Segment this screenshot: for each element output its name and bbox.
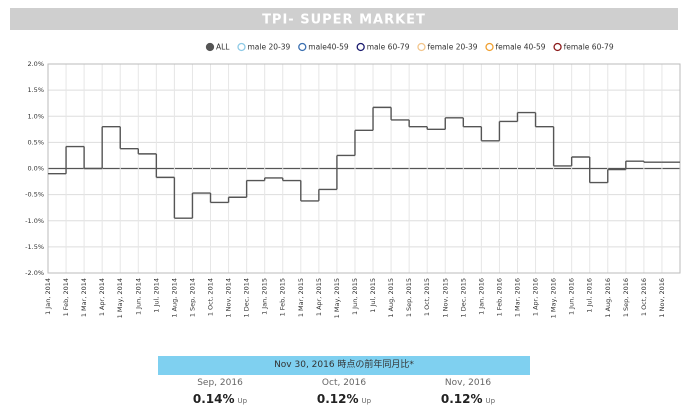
y-tick-label: -1.0%: [25, 217, 44, 225]
legend-marker: [417, 42, 426, 52]
x-tick-label: 1 Dec, 2014: [243, 278, 251, 317]
x-tick-label: 1 Oct, 2015: [423, 278, 431, 316]
x-tick-label: 1 Dec, 2015: [459, 278, 467, 317]
table-column: Nov, 2016: [444, 378, 492, 388]
x-tick-label: 1 Jun, 2015: [351, 278, 359, 315]
x-tick-label: 1 Jul, 2014: [152, 278, 160, 313]
x-tick-label: 1 Aug, 2016: [604, 278, 612, 318]
chart: TPI- SUPER MARKET ALL male 20-39 male40-59…: [10, 8, 681, 318]
title-bar: [10, 8, 678, 30]
x-tick-label: 1 Apr, 2016: [532, 278, 540, 316]
legend-label: ALL: [216, 43, 230, 52]
x-tick-label: 1 Nov, 2015: [441, 278, 449, 318]
step-connector: [65, 107, 645, 219]
x-tick-label: 1 May, 2015: [333, 278, 341, 318]
y-tick-label: 0.0%: [27, 165, 44, 173]
x-tick-label: 1 May, 2016: [550, 278, 558, 318]
legend-marker: [356, 42, 365, 52]
y-tick-label: 0.5%: [27, 138, 44, 146]
x-tick-label: 1 Sep, 2015: [405, 278, 413, 317]
legend-label: male40-59: [308, 43, 349, 52]
y-tick-label: 1.5%: [27, 86, 44, 94]
legend-marker: [553, 42, 562, 52]
legend-marker: [485, 42, 494, 52]
legend-label: female 40-59: [496, 43, 546, 52]
chart-title: TPI- SUPER MARKET: [262, 13, 426, 28]
x-tick-label: 1 Sep, 2016: [622, 278, 630, 317]
table-cell: 0.12% Up: [406, 391, 530, 407]
x-tick-label: 1 Mar, 2015: [297, 278, 305, 317]
table-column: Oct, 2016: [321, 378, 367, 388]
x-tick-label: 1 May, 2014: [116, 278, 124, 318]
table-status: Up: [237, 397, 248, 405]
table-status: Up: [485, 397, 496, 405]
legend-marker: [298, 42, 307, 52]
table-cell: 0.14% Up: [158, 391, 282, 407]
x-tick-label: 1 Jan, 2016: [477, 278, 485, 315]
x-tick-label: 1 Jan, 2015: [261, 278, 269, 315]
table-value: 0.12%: [440, 392, 483, 406]
x-tick-label: 1 Apr, 2015: [315, 278, 323, 316]
x-tick-label: 1 Jun, 2016: [568, 278, 576, 315]
table-values: 0.14% Up 0.12% Up 0.12% Up: [158, 391, 530, 407]
x-tick-label: 1 Feb, 2015: [279, 278, 287, 316]
summary-table: Nov 30, 2016 時点の前年同月比* Sep, 2016 Oct, 201…: [158, 356, 530, 407]
x-tick-label: 1 Aug, 2014: [170, 278, 178, 318]
table-title: Nov 30, 2016 時点の前年同月比*: [158, 356, 530, 375]
legend-label: male 20-39: [248, 43, 291, 52]
table-value: 0.12%: [316, 392, 359, 406]
x-tick-label: 1 Oct, 2016: [640, 278, 648, 316]
x-tick-label: 1 Jan, 2014: [44, 278, 52, 315]
table-columns: Sep, 2016 Oct, 2016 Nov, 2016: [158, 375, 530, 391]
table-cell: 0.12% Up: [282, 391, 406, 407]
legend-label: female 20-39: [427, 43, 477, 52]
x-tick-label: 1 Feb, 2014: [62, 278, 70, 316]
y-tick-label: -2.0%: [25, 269, 44, 277]
legend-label: female 60-79: [564, 43, 614, 52]
x-tick-label: 1 Jul, 2016: [586, 278, 594, 313]
table-column: Sep, 2016: [197, 378, 243, 388]
x-tick-label: 1 Jul, 2015: [369, 278, 377, 313]
legend-label: male 60-79: [367, 43, 410, 52]
plot-frame: [47, 63, 681, 274]
x-tick-label: 1 Nov, 2014: [225, 278, 233, 318]
x-tick-label: 1 Jun, 2014: [134, 278, 142, 315]
y-tick-label: 1.0%: [27, 112, 44, 120]
y-tick-label: 2.0%: [27, 60, 44, 68]
x-tick-label: 1 Mar, 2016: [513, 278, 521, 317]
x-tick-label: 1 Aug, 2015: [387, 278, 395, 318]
legend-marker: [205, 42, 215, 52]
x-tick-label: 1 Oct, 2014: [207, 278, 215, 316]
table-status: Up: [361, 397, 372, 405]
y-tick-label: -0.5%: [25, 191, 44, 199]
x-tick-label: 1 Feb, 2016: [495, 278, 503, 316]
legend-marker: [237, 42, 246, 52]
x-tick-label: 1 Sep, 2014: [188, 278, 196, 317]
x-tick-label: 1 Apr, 2014: [98, 278, 106, 316]
x-tick-label: 1 Mar, 2014: [80, 278, 88, 317]
x-tick-label: 1 Nov, 2016: [658, 278, 666, 318]
table-value: 0.14%: [192, 392, 235, 406]
y-tick-label: -1.5%: [25, 243, 44, 251]
